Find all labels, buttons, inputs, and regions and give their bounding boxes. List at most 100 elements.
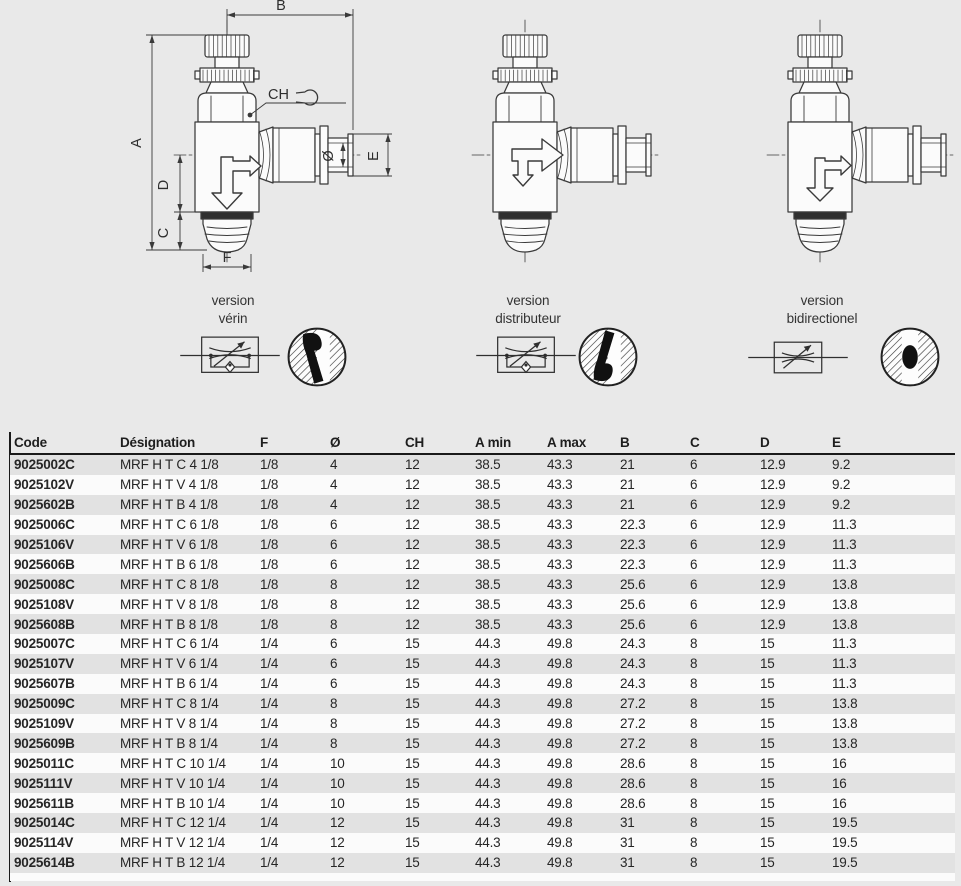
lock-nut xyxy=(497,67,553,83)
valve-drawing-bidirectionel xyxy=(655,0,961,290)
table-cell: 15 xyxy=(760,696,775,712)
table-cell: 9.2 xyxy=(832,497,851,513)
table-cell: MRF H T V 6 1/4 xyxy=(120,656,218,672)
table-cell: 15 xyxy=(405,755,420,771)
table-cell: 24.3 xyxy=(620,676,646,692)
table-cell: MRF H T V 10 1/4 xyxy=(120,775,226,791)
table-cell: 6 xyxy=(330,556,338,572)
table-cell: 11.3 xyxy=(832,556,857,572)
version-label-bidirectionel: version bidirectionel xyxy=(786,293,858,327)
table-cell: 38.5 xyxy=(475,537,501,552)
table-cell: 6 xyxy=(330,537,338,552)
table-cell: 8 xyxy=(690,636,698,652)
table-cell: 1/4 xyxy=(260,716,279,732)
table-cell: 31 xyxy=(620,835,635,851)
table-cell: 9025111V xyxy=(14,775,73,791)
table-row: 9025608B MRF H T B 8 1/8 1/8 8 12 38.5 43.3 25.… xyxy=(10,614,955,635)
table-cell: MRF H T V 6 1/8 xyxy=(120,537,218,552)
table-cell: 8 xyxy=(690,676,698,692)
table-cell: 6 xyxy=(330,676,338,692)
table-cell: 6 xyxy=(690,477,698,493)
table-cell: 19.5 xyxy=(832,815,858,831)
table-cell: 15 xyxy=(405,855,420,871)
table-cell: 1/4 xyxy=(260,636,279,652)
table-cell: 13.8 xyxy=(832,735,858,751)
table-cell: 43.3 xyxy=(547,497,573,513)
table-cell: MRF H T B 12 1/4 xyxy=(120,855,226,871)
table-cell: MRF H T C 6 1/4 xyxy=(120,636,219,652)
table-cell: 12.9 xyxy=(760,537,786,552)
table-row: 9025014C MRF H T C 12 1/4 1/4 12 15 44.3 49.8 3… xyxy=(10,813,955,833)
table-cell: 38.5 xyxy=(475,576,501,592)
table-cell: 6 xyxy=(330,656,338,672)
dim-label-F: F xyxy=(223,250,232,266)
table-cell: 38.5 xyxy=(475,616,501,632)
table-cell: 1/8 xyxy=(260,576,279,592)
table-cell: 15 xyxy=(405,735,420,751)
table-cell: 15 xyxy=(760,835,775,851)
table-cell: 9025109V xyxy=(14,716,74,732)
table-footer-strip xyxy=(10,872,955,881)
table-cell: 12 xyxy=(405,596,420,612)
dim-label-E: E xyxy=(366,151,382,161)
table-cell: 9025014C xyxy=(14,815,75,831)
table-cell: 21 xyxy=(620,457,635,473)
table-cell: MRF H T B 6 1/8 xyxy=(120,556,218,572)
table-cell: 38.5 xyxy=(475,517,501,533)
table-cell: 11.3 xyxy=(832,537,857,552)
cartridge xyxy=(272,127,316,183)
table-cell: 49.8 xyxy=(547,795,573,811)
table-cell: 27.2 xyxy=(620,716,646,732)
table-cell: 1/4 xyxy=(260,795,279,811)
table-cell: 38.5 xyxy=(475,596,501,612)
table-cell: 13.8 xyxy=(832,716,858,732)
table-cell: 49.8 xyxy=(547,855,573,871)
table-cell: 12.9 xyxy=(760,556,786,572)
table-cell: 8 xyxy=(690,735,698,751)
table-cell: 8 xyxy=(690,656,698,672)
table-cell: 15 xyxy=(405,716,420,732)
table-cell: 9025108V xyxy=(14,596,74,612)
table-cell: MRF H T C 10 1/4 xyxy=(120,755,226,771)
table-cell: 25.6 xyxy=(620,616,646,632)
table-cell: 8 xyxy=(330,596,338,612)
table-cell: 15 xyxy=(760,735,775,751)
table-cell: 43.3 xyxy=(547,517,573,533)
table-row: 9025602B MRF H T B 4 1/8 1/8 4 12 38.5 43.3 21 6… xyxy=(10,494,955,515)
valve-seat xyxy=(302,332,324,384)
table-cell: 15 xyxy=(405,775,420,791)
table-cell: 38.5 xyxy=(475,556,501,572)
table-cell: 49.8 xyxy=(547,656,573,672)
hex-nut xyxy=(197,92,257,123)
table-cell: 9025002C xyxy=(14,457,75,473)
table-cell: 6 xyxy=(330,517,338,533)
lock-nut xyxy=(792,67,848,83)
flow-direction-arrow xyxy=(511,138,564,187)
table-cell: MRF H T B 6 1/4 xyxy=(120,676,218,692)
table-cell: 6 xyxy=(690,497,698,513)
table-cell: 43.3 xyxy=(547,556,573,572)
section-outline xyxy=(578,327,638,387)
check-valve-diamond xyxy=(520,360,532,374)
table-cell: 15 xyxy=(405,835,420,851)
table-cell: 1/4 xyxy=(260,775,279,791)
column-header: CH xyxy=(405,435,425,450)
table-row: 9025009C MRF H T C 8 1/4 1/4 8 15 44.3 49.8 27.… xyxy=(10,693,955,714)
table-cell: 4 xyxy=(330,457,338,473)
table-cell: 9025114V xyxy=(14,835,74,851)
table-cell: 15 xyxy=(760,636,775,652)
table-cell: 8 xyxy=(330,576,338,592)
table-cell: 12 xyxy=(405,457,420,473)
table-cell: 31 xyxy=(620,815,635,831)
table-cell: MRF H T B 4 1/8 xyxy=(120,497,218,513)
table-cell: 44.3 xyxy=(475,676,501,692)
adjustment-knob xyxy=(797,34,843,58)
table-cell: 16 xyxy=(832,795,847,811)
table-cell: 12.9 xyxy=(760,497,786,513)
table-cell: 15 xyxy=(760,795,775,811)
table-cell: 9025608B xyxy=(14,616,75,632)
table-cell: 10 xyxy=(330,755,345,771)
table-cell: 9025602B xyxy=(14,497,75,513)
table-cell: 22.3 xyxy=(620,517,646,533)
table-row: 9025006C MRF H T C 6 1/8 1/8 6 12 38.5 43.3 22.… xyxy=(10,514,955,535)
